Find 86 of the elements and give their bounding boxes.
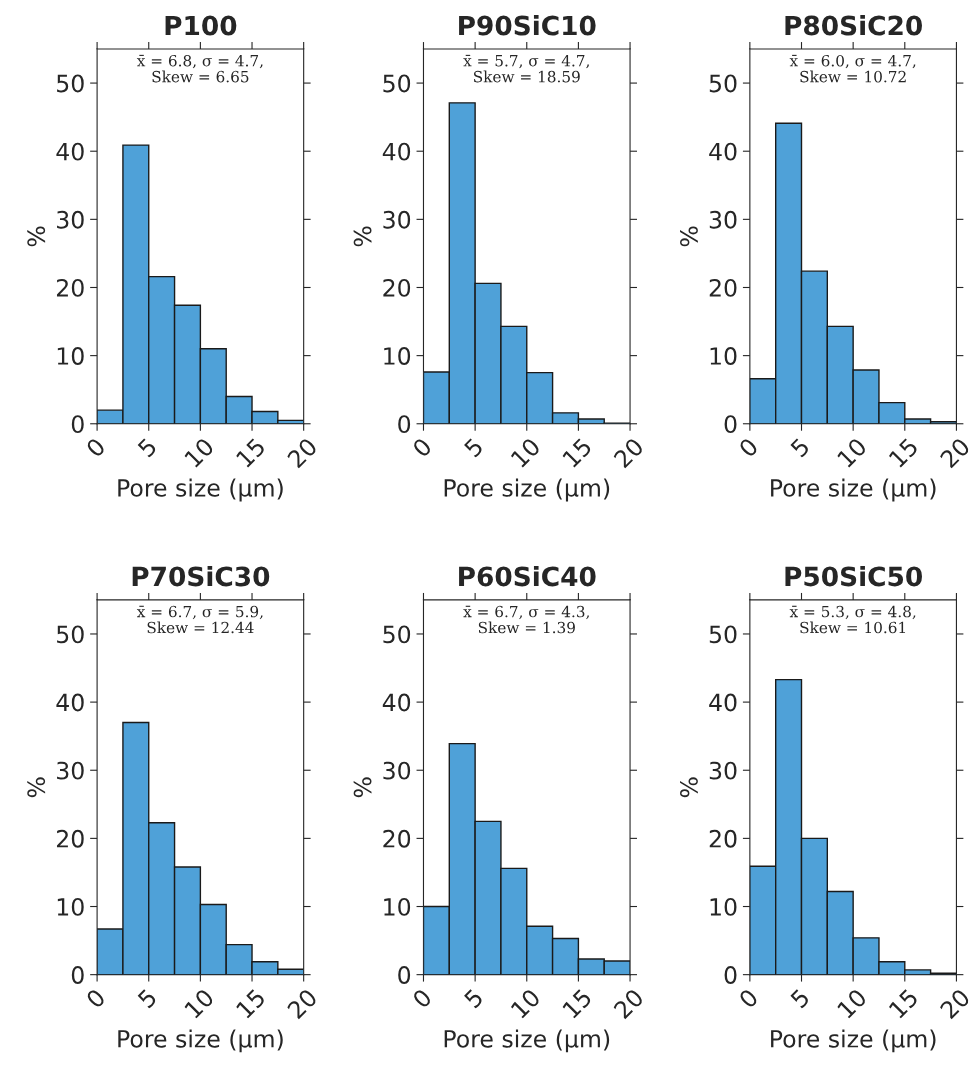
y-tick-label: 30 [57, 210, 84, 229]
y-tick-label: 20 [709, 278, 737, 297]
x-tick-label: 20 [612, 436, 645, 469]
y-tick-label: 0 [71, 415, 84, 434]
x-axis-title: Pore size (µm) [444, 478, 610, 502]
annotation: x̄ = 5.3, σ = 4.8, Skew = 10.61 [789, 605, 916, 634]
y-tick-label: 50 [709, 625, 737, 644]
x-axis-title: Pore size (µm) [444, 1029, 610, 1053]
x-tick-label: 5 [463, 988, 484, 1009]
y-tick-label: 30 [57, 761, 84, 780]
y-tick-label: 50 [383, 625, 411, 644]
chart-title: P70SiC30 [132, 565, 270, 587]
y-tick-label: 10 [384, 897, 411, 916]
x-tick-label: 10 [510, 987, 542, 1019]
annotation: x̄ = 6.7, σ = 5.9, Skew = 12.44 [136, 605, 263, 634]
y-tick-label: 30 [383, 761, 411, 780]
y-axis-title: % [27, 777, 46, 798]
x-tick-label: 15 [235, 988, 267, 1019]
y-tick-label: 20 [383, 829, 411, 848]
y-tick-label: 40 [382, 142, 411, 161]
x-tick-label: 10 [183, 987, 215, 1019]
annotation: x̄ = 6.8, σ = 4.7, Skew = 6.65 [136, 54, 263, 83]
x-tick-label: 10 [836, 436, 868, 468]
y-tick-label: 30 [709, 761, 737, 780]
annotation: x̄ = 5.7, σ = 4.7, Skew = 18.59 [463, 54, 589, 83]
x-axis-title: Pore size (µm) [771, 1029, 936, 1053]
x-tick-label: 10 [183, 436, 215, 468]
x-tick-label: 0 [85, 436, 107, 459]
chart-title: P100 [165, 15, 237, 36]
annotation: x̄ = 6.7, σ = 4.3, Skew = 1.39 [463, 605, 589, 634]
x-tick-label: 5 [137, 437, 158, 458]
y-tick-label: 0 [71, 966, 84, 984]
y-tick-label: 40 [382, 693, 411, 712]
annotation: x̄ = 6.0, σ = 4.7, Skew = 10.72 [789, 54, 916, 83]
x-tick-label: 15 [888, 437, 919, 468]
x-tick-label: 20 [286, 436, 319, 469]
x-tick-label: 20 [939, 436, 971, 469]
y-tick-label: 40 [56, 142, 84, 161]
y-tick-label: 50 [383, 74, 411, 93]
x-tick-label: 20 [939, 987, 971, 1020]
y-tick-label: 50 [57, 625, 84, 644]
y-tick-label: 30 [383, 210, 411, 229]
y-tick-label: 20 [56, 829, 84, 848]
y-axis-title: % [353, 226, 372, 247]
chart-title: P90SiC10 [459, 15, 596, 36]
y-tick-label: 40 [709, 693, 737, 712]
chart-title: P60SiC40 [459, 565, 596, 587]
x-tick-label: 15 [562, 988, 593, 1019]
chart-title: P50SiC50 [785, 565, 922, 587]
x-tick-label: 5 [463, 437, 484, 458]
x-axis-title: Pore size (µm) [771, 478, 936, 502]
x-tick-label: 15 [888, 988, 919, 1019]
y-tick-label: 10 [710, 347, 737, 365]
x-tick-label: 0 [85, 987, 107, 1009]
y-tick-label: 30 [709, 210, 737, 229]
y-tick-label: 10 [57, 347, 84, 365]
y-tick-label: 20 [383, 278, 411, 297]
x-tick-label: 5 [137, 988, 158, 1009]
y-tick-label: 10 [57, 897, 84, 916]
y-tick-label: 40 [709, 142, 737, 161]
y-tick-label: 0 [724, 966, 737, 984]
x-tick-label: 5 [789, 988, 811, 1009]
y-axis-title: % [680, 226, 698, 247]
y-tick-label: 20 [709, 829, 737, 848]
y-tick-label: 0 [724, 415, 737, 434]
y-tick-label: 50 [709, 74, 737, 93]
y-tick-label: 20 [56, 278, 84, 297]
x-axis-title: Pore size (µm) [118, 1029, 283, 1053]
x-tick-label: 15 [562, 437, 593, 468]
x-tick-label: 20 [286, 987, 319, 1020]
y-tick-label: 40 [56, 693, 84, 712]
x-tick-label: 15 [235, 437, 267, 468]
y-tick-label: 10 [384, 347, 411, 365]
y-tick-label: 0 [398, 415, 411, 434]
y-axis-title: % [353, 777, 372, 798]
y-tick-label: 50 [57, 74, 84, 93]
x-tick-label: 5 [789, 437, 811, 458]
y-axis-title: % [27, 226, 46, 247]
x-tick-label: 10 [510, 436, 542, 468]
x-tick-label: 10 [836, 987, 868, 1019]
x-tick-label: 20 [612, 987, 645, 1020]
y-axis-title: % [680, 777, 698, 798]
chart-title: P80SiC20 [785, 15, 922, 36]
y-tick-label: 10 [710, 897, 737, 916]
x-axis-title: Pore size (µm) [118, 478, 283, 502]
y-tick-label: 0 [398, 966, 411, 984]
